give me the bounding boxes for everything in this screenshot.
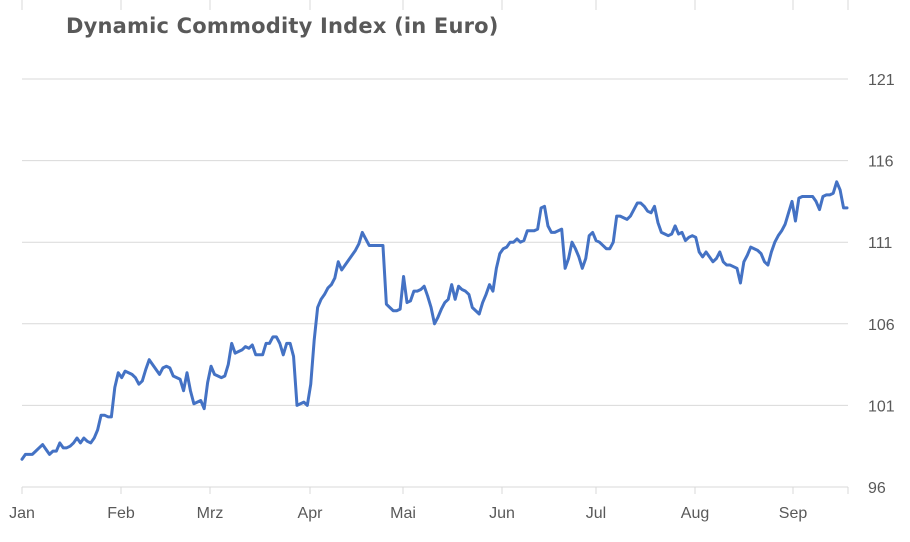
x-tick-label: Jul	[586, 505, 606, 522]
x-tick-label: Aug	[681, 505, 709, 522]
x-tick-label: Jan	[9, 505, 35, 522]
y-tick-label: 106	[868, 317, 895, 334]
y-tick-label: 121	[868, 72, 895, 89]
y-tick-label: 101	[868, 398, 895, 415]
y-tick-label: 116	[868, 154, 894, 171]
y-tick-label: 111	[868, 235, 892, 252]
x-tick-label: Mai	[390, 505, 416, 522]
x-tick-label: Sep	[779, 505, 808, 522]
chart-title: Dynamic Commodity Index (in Euro)	[66, 14, 499, 38]
x-tick-label: Mrz	[197, 505, 224, 522]
x-axis-ticks: Jan Feb Mrz Apr Mai Jun Jul Aug Sep	[9, 505, 807, 522]
y-tick-label: 96	[868, 480, 886, 497]
x-tick-label: Apr	[298, 505, 324, 522]
x-tick-label: Feb	[107, 505, 135, 522]
y-axis-ticks: 96 101 106 111 116 121	[868, 72, 895, 497]
gridlines	[21, 0, 849, 494]
x-tick-label: Jun	[489, 505, 515, 522]
series-line	[20, 180, 849, 461]
